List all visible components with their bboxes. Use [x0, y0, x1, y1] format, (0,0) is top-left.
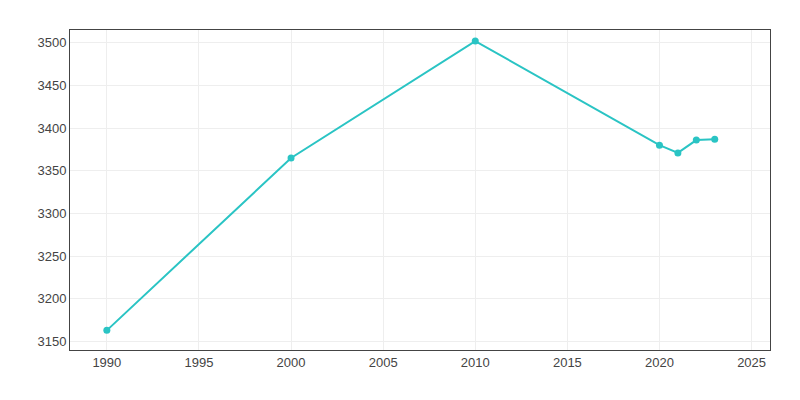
- svg-text:3450: 3450: [37, 78, 66, 93]
- svg-text:1990: 1990: [92, 355, 121, 370]
- svg-text:2000: 2000: [277, 355, 306, 370]
- svg-text:2020: 2020: [645, 355, 674, 370]
- svg-text:3250: 3250: [37, 249, 66, 264]
- svg-text:3500: 3500: [37, 35, 66, 50]
- svg-text:3150: 3150: [37, 334, 66, 349]
- svg-text:2005: 2005: [369, 355, 398, 370]
- svg-text:2025: 2025: [737, 355, 766, 370]
- svg-text:3350: 3350: [37, 163, 66, 178]
- svg-text:3300: 3300: [37, 206, 66, 221]
- svg-text:3400: 3400: [37, 121, 66, 136]
- svg-text:1995: 1995: [184, 355, 213, 370]
- svg-text:2015: 2015: [553, 355, 582, 370]
- svg-text:3200: 3200: [37, 291, 66, 306]
- svg-text:2010: 2010: [461, 355, 490, 370]
